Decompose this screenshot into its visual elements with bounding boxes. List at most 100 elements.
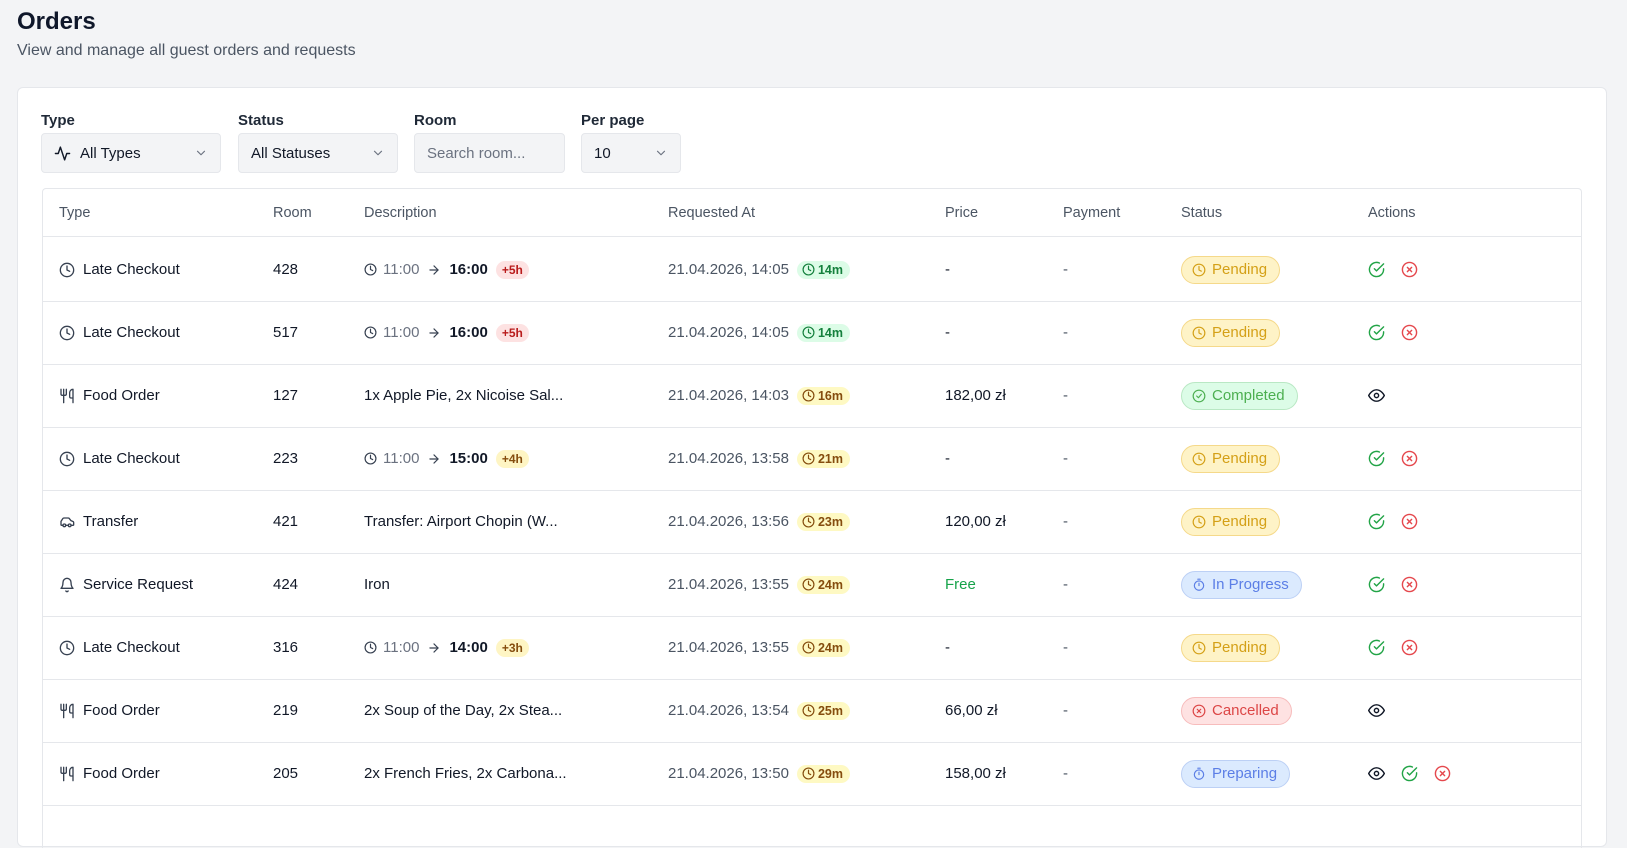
actions-cell (1368, 426, 1418, 491)
type-filter-label: Type (41, 112, 75, 129)
type-filter: Type All Types (41, 111, 221, 173)
view-button[interactable] (1368, 702, 1385, 719)
column-header-price: Price (945, 205, 979, 221)
x-circle-icon (1401, 324, 1418, 341)
type-cell: Transfer (59, 489, 138, 554)
room-cell: 517 (273, 324, 299, 341)
clock-icon (364, 326, 377, 339)
status-cell: Cancelled (1181, 678, 1292, 743)
status-badge: Completed (1181, 381, 1298, 410)
car-icon (59, 514, 75, 530)
room-cell: 421 (273, 513, 299, 530)
status-badge: Pending (1181, 318, 1281, 347)
status-select[interactable]: All Statuses (238, 133, 398, 173)
type-cell: Late Checkout (59, 615, 180, 680)
per-page-select[interactable]: 10 (581, 133, 681, 173)
table-row[interactable]: Food Order 219 2x Soup of the Day, 2x Stea… (43, 678, 1581, 743)
view-button[interactable] (1368, 765, 1385, 782)
status-cell: Pending (1181, 489, 1281, 554)
table-row[interactable]: Late Checkout 316 11:00 14:00 +3h 21.04.2026,… (43, 615, 1581, 680)
type-cell: Late Checkout (59, 237, 180, 302)
type-label: Late Checkout (83, 639, 180, 656)
approve-button[interactable] (1368, 450, 1385, 467)
reject-button[interactable] (1401, 639, 1418, 656)
status-label: Pending (1212, 513, 1268, 530)
room-search-input[interactable]: Search room... (414, 133, 565, 173)
utensils-icon (59, 703, 75, 719)
type-cell: Service Request (59, 552, 193, 617)
chevron-down-icon (371, 146, 385, 160)
reject-button[interactable] (1401, 513, 1418, 530)
table-row[interactable]: Food Order 205 2x French Fries, 2x Carbona… (43, 741, 1581, 806)
type-select[interactable]: All Types (41, 133, 221, 173)
approve-button[interactable] (1368, 261, 1385, 278)
room-filter-label: Room (414, 112, 457, 129)
orders-table: Type Room Description Requested At Price… (42, 188, 1582, 848)
table-row[interactable]: Transfer 421 Transfer: Airport Chopin (W..… (43, 489, 1581, 554)
x-circle-icon (1401, 450, 1418, 467)
orders-page: Orders View and manage all guest orders … (17, 8, 1607, 848)
room-cell: 316 (273, 639, 299, 656)
checkout-to-time: 16:00 (449, 324, 488, 341)
status-cell: Pending (1181, 237, 1281, 302)
x-circle-icon (1401, 261, 1418, 278)
approve-button[interactable] (1368, 513, 1385, 530)
approve-button[interactable] (1368, 576, 1385, 593)
type-label: Food Order (83, 387, 160, 404)
type-label: Food Order (83, 702, 160, 719)
extra-hours-badge: +4h (495, 449, 529, 468)
approve-button[interactable] (1368, 324, 1385, 341)
elapsed-time-text: 25m (817, 703, 843, 718)
reject-button[interactable] (1401, 450, 1418, 467)
actions-cell (1368, 363, 1385, 428)
payment-cell: - (1063, 450, 1068, 467)
requested-at-text: 21.04.2026, 14:05 (668, 324, 789, 341)
table-row[interactable]: Late Checkout 517 11:00 16:00 +5h 21.04.2026,… (43, 300, 1581, 365)
arrow-right-icon (427, 452, 441, 466)
status-label: Pending (1212, 450, 1268, 467)
requested-at-cell: 21.04.2026, 13:55 24m (668, 615, 850, 680)
reject-button[interactable] (1434, 765, 1451, 782)
clock-icon (1192, 326, 1206, 340)
price-cell: 66,00 zł (945, 702, 998, 719)
clock-icon (802, 389, 815, 402)
arrow-right-icon (427, 641, 441, 655)
table-row[interactable]: Food Order 127 1x Apple Pie, 2x Nicoise Sa… (43, 363, 1581, 428)
payment-cell: - (1063, 261, 1068, 278)
approve-button[interactable] (1368, 639, 1385, 656)
status-label: Cancelled (1212, 702, 1279, 719)
requested-at-cell: 21.04.2026, 13:55 24m (668, 552, 850, 617)
room-cell: 223 (273, 450, 299, 467)
column-header-type: Type (59, 205, 91, 221)
checkout-to-time: 15:00 (449, 450, 488, 467)
extra-hours-badge: +3h (495, 638, 529, 657)
elapsed-time-text: 24m (817, 640, 843, 655)
actions-cell (1368, 741, 1451, 806)
status-label: Pending (1212, 639, 1268, 656)
price-cell: - (945, 639, 950, 656)
status-badge: Pending (1181, 444, 1281, 473)
check-circle-icon (1401, 765, 1418, 782)
table-row[interactable]: Service Request 424 Iron 21.04.2026, 13:55 2… (43, 552, 1581, 617)
table-row[interactable]: Late Checkout 223 11:00 15:00 +4h 21.04.2026,… (43, 426, 1581, 491)
payment-cell: - (1063, 324, 1068, 341)
clock-icon (59, 262, 75, 278)
type-label: Food Order (83, 765, 160, 782)
reject-button[interactable] (1401, 324, 1418, 341)
clock-icon (1192, 641, 1206, 655)
room-cell: 205 (273, 765, 299, 782)
reject-button[interactable] (1401, 261, 1418, 278)
x-circle-icon (1401, 576, 1418, 593)
elapsed-time-text: 21m (817, 451, 843, 466)
table-row[interactable]: Late Checkout 428 11:00 16:00 +5h 21.04.2026,… (43, 237, 1581, 302)
clock-icon (802, 704, 815, 717)
clock-icon (802, 641, 815, 654)
approve-button[interactable] (1401, 765, 1418, 782)
x-circle-icon (1192, 704, 1206, 718)
clock-icon (802, 326, 815, 339)
description-text: Iron (364, 576, 390, 593)
description-cell: 11:00 14:00 +3h (364, 615, 529, 680)
reject-button[interactable] (1401, 576, 1418, 593)
view-button[interactable] (1368, 387, 1385, 404)
status-label: In Progress (1212, 576, 1289, 593)
